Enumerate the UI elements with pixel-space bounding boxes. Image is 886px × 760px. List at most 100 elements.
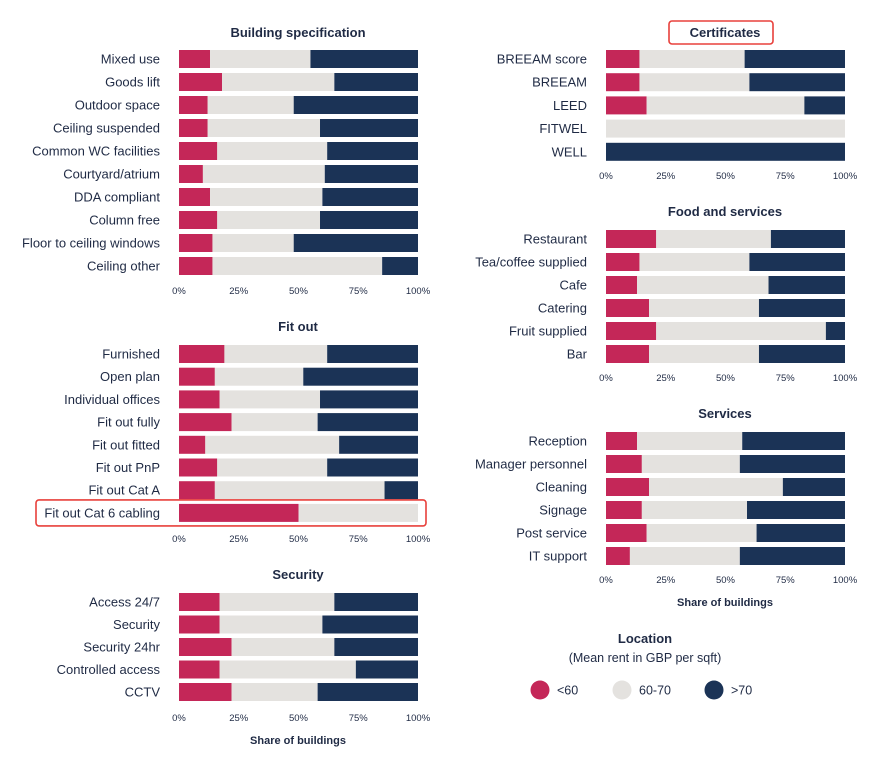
- bar-segment-low: [179, 615, 220, 634]
- legend: Location (Mean rent in GBP per sqft) <60…: [530, 631, 752, 700]
- bar-row-courtyard-atrium: Courtyard/atrium: [63, 165, 418, 183]
- bar-row-cafe: Cafe: [560, 276, 845, 294]
- x-tick-label: 50%: [289, 713, 309, 724]
- category-label: Mixed use: [101, 52, 160, 67]
- bar-segment-high: [749, 253, 845, 271]
- panel-certificates: Certificates BREEAM score BREEAM LEED FITWEL…: [497, 20, 858, 182]
- panel-title: Certificates: [690, 25, 761, 40]
- category-label: Open plan: [100, 369, 160, 384]
- bar-segment-low: [179, 257, 213, 275]
- x-tick-label: 25%: [656, 171, 676, 182]
- category-label: BREEAM score: [497, 52, 587, 67]
- x-tick-label: 50%: [716, 171, 736, 182]
- bar-segment-mid: [649, 345, 759, 363]
- bar-segment-high: [327, 458, 418, 477]
- bar-segment-mid: [217, 211, 321, 229]
- category-label: Floor to ceiling windows: [22, 236, 161, 251]
- legend-label-low: <60: [557, 684, 578, 698]
- bar-row-cleaning: Cleaning: [536, 478, 845, 496]
- category-label: Controlled access: [57, 662, 161, 677]
- x-tick-label: 0%: [599, 171, 613, 182]
- bar-segment-mid: [217, 458, 328, 477]
- bar-segment-high: [322, 188, 418, 206]
- x-tick-label: 75%: [349, 713, 369, 724]
- bar-row-security-24hr: Security 24hr: [83, 638, 418, 656]
- category-label: CCTV: [125, 685, 161, 700]
- x-tick-label: 100%: [833, 373, 858, 384]
- legend-swatch-high: [704, 680, 724, 700]
- bar-segment-mid: [637, 432, 743, 450]
- bar-segment-low: [606, 299, 650, 317]
- legend-title: Location: [618, 631, 672, 646]
- bar-segment-low: [179, 96, 208, 114]
- bar-segment-low: [179, 367, 215, 386]
- category-label: Furnished: [102, 347, 160, 362]
- bar-segment-low: [179, 50, 211, 68]
- bar-segment-high: [768, 276, 845, 294]
- bar-segment-mid: [637, 276, 769, 294]
- bar-row-floor-to-ceiling-windows: Floor to ceiling windows: [22, 234, 418, 252]
- legend-label-mid: 60-70: [639, 684, 671, 698]
- bar-segment-mid: [214, 367, 304, 386]
- x-tick-label: 0%: [172, 534, 186, 545]
- bar-segment-low: [606, 230, 657, 248]
- bar-row-column-free: Column free: [89, 211, 418, 229]
- bar-segment-high: [758, 345, 845, 363]
- bar-segment-mid: [205, 435, 340, 454]
- bar-segment-mid: [629, 547, 740, 565]
- bar-row-fit-out-cat-6-cabling: Fit out Cat 6 cabling: [35, 499, 427, 527]
- bar-segment-high: [770, 230, 845, 248]
- panel-title: Food and services: [668, 204, 782, 219]
- bar-segment-mid: [641, 501, 748, 519]
- bar-segment-high: [293, 96, 418, 114]
- category-label: Reception: [528, 434, 587, 449]
- bar-segment-mid: [639, 50, 745, 68]
- x-tick-label: 75%: [349, 534, 369, 545]
- category-label: Ceiling suspended: [53, 121, 160, 136]
- bar-row-restaurant: Restaurant: [523, 230, 845, 248]
- bar-row-fit-out-pnp: Fit out PnP: [96, 458, 418, 477]
- category-label: IT support: [529, 549, 588, 564]
- bar-segment-low: [179, 683, 232, 701]
- title-highlight-box: [668, 20, 774, 45]
- x-tick-label: 100%: [406, 534, 431, 545]
- x-axis-label: Share of buildings: [677, 597, 773, 609]
- x-tick-label: 0%: [172, 713, 186, 724]
- bar-segment-mid: [639, 73, 750, 92]
- bar-segment-low: [179, 211, 218, 229]
- panel-title: Services: [698, 406, 752, 421]
- bar-segment-mid: [219, 615, 323, 634]
- bar-row-outdoor-space: Outdoor space: [75, 96, 418, 114]
- category-label: Manager personnel: [475, 457, 587, 472]
- panel-title: Building specification: [230, 25, 365, 40]
- panel-food-and-services: Food and services Restaurant Tea/coffee su…: [475, 204, 857, 384]
- bar-segment-high: [747, 501, 845, 519]
- bar-row-fit-out-cat-a: Fit out Cat A: [88, 481, 418, 500]
- bar-segment-high: [320, 119, 418, 137]
- category-label: Bar: [567, 347, 588, 362]
- x-tick-label: 25%: [229, 534, 249, 545]
- bar-row-controlled-access: Controlled access: [57, 660, 418, 679]
- bar-segment-high: [382, 257, 418, 275]
- bar-segment-low: [606, 322, 657, 340]
- bar-segment-mid: [212, 257, 383, 275]
- bar-segment-low: [179, 188, 211, 206]
- bar-segment-high: [310, 50, 418, 68]
- bar-segment-high: [749, 73, 845, 92]
- bar-segment-low: [606, 50, 640, 68]
- bar-segment-mid: [207, 119, 321, 137]
- bar-row-signage: Signage: [539, 501, 845, 519]
- bar-segment-low: [179, 593, 220, 611]
- bar-segment-low: [179, 119, 208, 137]
- bar-segment-high: [320, 211, 418, 229]
- bar-segment-low: [606, 501, 642, 519]
- bar-row-tea-coffee-supplied: Tea/coffee supplied: [475, 253, 845, 271]
- bar-segment-low: [606, 96, 647, 115]
- bar-segment-high: [317, 683, 418, 701]
- bar-segment-mid: [219, 660, 356, 679]
- category-label: Post service: [516, 526, 587, 541]
- category-label: Fit out PnP: [96, 460, 160, 475]
- bar-row-access-24-7: Access 24/7: [89, 593, 418, 611]
- bar-row-post-service: Post service: [516, 524, 845, 542]
